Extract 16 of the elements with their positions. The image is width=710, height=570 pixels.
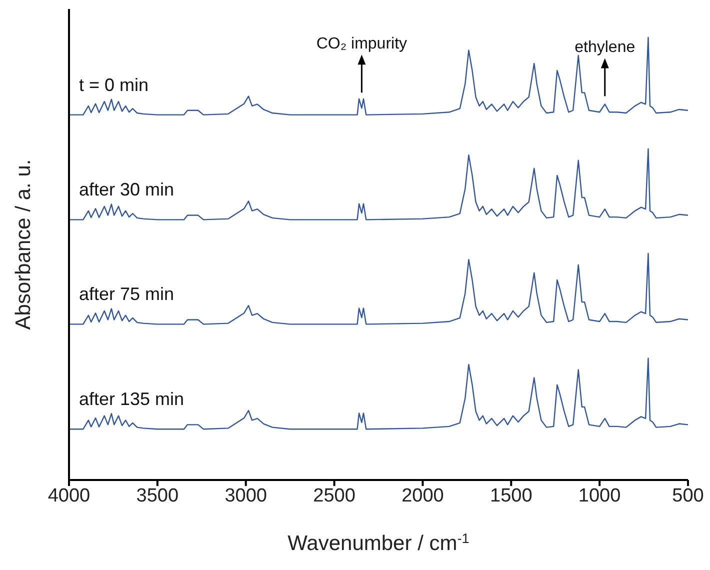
x-tick-label: 2500 <box>313 485 356 506</box>
series-label: after 30 min <box>79 180 174 200</box>
x-tick-label: 1000 <box>578 485 621 506</box>
x-tick-label: 500 <box>672 485 704 506</box>
x-tick-label: 4000 <box>48 485 90 506</box>
y-axis-title: Absorbance / a. u. <box>12 159 34 330</box>
series-label: t = 0 min <box>79 74 149 95</box>
series-label: after 135 min <box>79 389 184 410</box>
x-tick-label: 1500 <box>490 485 532 506</box>
x-tick-label: 3500 <box>136 485 179 506</box>
series-label: after 75 min <box>79 284 174 304</box>
x-tick-label: 3000 <box>224 485 267 506</box>
annotation: CO₂ impurity <box>316 36 408 53</box>
x-axis-title: Wavenumber / cm$^{-1}$ <box>288 530 470 555</box>
x-tick-label: 2000 <box>402 485 444 506</box>
annotation: ethylene <box>574 39 636 56</box>
